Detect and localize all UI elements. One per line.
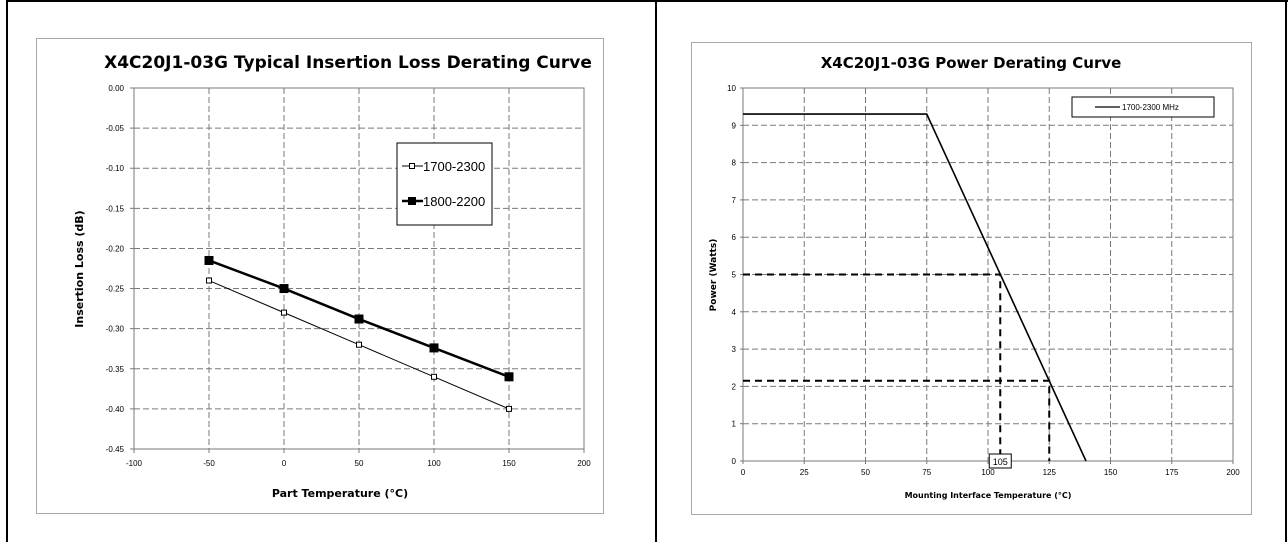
chart-title: X4C20J1-03G Power Derating Curve: [821, 54, 1122, 72]
y-axis-label: Insertion Loss (dB): [73, 210, 86, 327]
data-point-1800-2200: [429, 343, 439, 353]
reference-line: [743, 379, 1051, 461]
y-tick-label: -0.35: [106, 365, 125, 374]
legend-label-1700-2300: 1700-2300: [423, 159, 485, 174]
reference-line: [743, 273, 1002, 461]
y-tick-label: -0.30: [106, 325, 125, 334]
y-tick-label: -0.25: [106, 285, 125, 294]
y-tick-label: 0.00: [108, 84, 124, 93]
data-point-1700-2300: [506, 405, 512, 412]
x-tick-label: 75: [922, 468, 931, 477]
series: [204, 255, 514, 412]
y-tick-label: 3: [732, 345, 737, 354]
legend-marker-1800-2200: [408, 197, 416, 205]
legend-box: [396, 142, 493, 226]
y-tick-label: 5: [732, 271, 737, 280]
legend-label-1800-2200: 1800-2200: [423, 194, 485, 209]
x-tick-label: 50: [861, 468, 870, 477]
x-tick-label: 0: [282, 459, 287, 468]
border-left: [6, 0, 8, 542]
grid: [740, 87, 1234, 464]
y-tick-label: -0.40: [106, 405, 125, 414]
y-tick-label: 10: [727, 84, 736, 93]
grid: [130, 87, 585, 453]
y-tick-label: 7: [732, 196, 737, 205]
plot-area: [133, 87, 585, 450]
y-tick-label: 2: [732, 382, 737, 391]
legend: 1700-2300 MHz: [1071, 96, 1215, 118]
x-tick-label: 200: [577, 459, 591, 468]
legend-marker-1700-2300: [409, 163, 415, 169]
x-tick-label: 150: [502, 459, 516, 468]
x-tick-label: 200: [1226, 468, 1240, 477]
series: 105: [743, 113, 1087, 469]
y-axis-label: Power (Watts): [709, 239, 719, 312]
y-tick-label: -0.15: [106, 204, 125, 213]
data-point-1700-2300: [206, 277, 212, 284]
x-tick-label: 50: [355, 459, 364, 468]
border-right: [1285, 0, 1287, 542]
legend: 1700-2300 1800-2200: [396, 142, 493, 226]
y-tick-label: 1: [732, 420, 737, 429]
x-tick-label: -100: [126, 459, 143, 468]
legend-label-1700-2300-mhz: 1700-2300 MHz: [1122, 103, 1179, 112]
data-point-1700-2300: [281, 309, 287, 316]
x-tick-label: 150: [1104, 468, 1118, 477]
annotation-label: 105: [993, 457, 1008, 467]
border-divider: [655, 0, 657, 542]
x-tick-label: 100: [981, 468, 995, 477]
y-tick-label: 4: [732, 308, 737, 317]
x-tick-label: 100: [427, 459, 441, 468]
y-tick-label: 9: [732, 121, 737, 130]
data-point-1700-2300: [356, 341, 362, 348]
data-point-1800-2200: [279, 284, 289, 294]
x-axis-label: Mounting Interface Temperature (°C): [905, 491, 1072, 500]
data-point-1700-2300: [431, 373, 437, 380]
y-tick-label: 6: [732, 233, 737, 242]
tick-labels: 0.00 -0.05 -0.10 -0.15 -0.20 -0.25 -0.30 -0.35 -…: [106, 84, 591, 468]
y-tick-label: 8: [732, 159, 737, 168]
y-tick-label: -0.45: [106, 445, 125, 454]
legend-box: [1071, 96, 1215, 118]
chart-title: X4C20J1-03G Typical Insertion Loss Derat…: [104, 53, 592, 73]
y-tick-label: -0.20: [106, 244, 125, 253]
y-tick-label: -0.10: [106, 164, 125, 173]
x-tick-label: 0: [741, 468, 746, 477]
x-axis-label: Part Temperature (°C): [272, 487, 408, 500]
series-line-1700-2300 MHz: [743, 113, 1087, 462]
border-top: [6, 0, 1288, 2]
y-tick-label: 0: [732, 457, 737, 466]
chart-frame-power-derating: [691, 42, 1252, 515]
x-tick-label: -50: [203, 459, 215, 468]
annotation-box: [988, 453, 1012, 469]
y-tick-label: -0.05: [106, 124, 125, 133]
x-tick-label: 175: [1165, 468, 1179, 477]
x-tick-label: 125: [1043, 468, 1057, 477]
data-point-1800-2200: [204, 255, 214, 265]
data-point-1800-2200: [504, 372, 514, 382]
data-point-1800-2200: [354, 314, 364, 324]
x-tick-label: 25: [800, 468, 809, 477]
